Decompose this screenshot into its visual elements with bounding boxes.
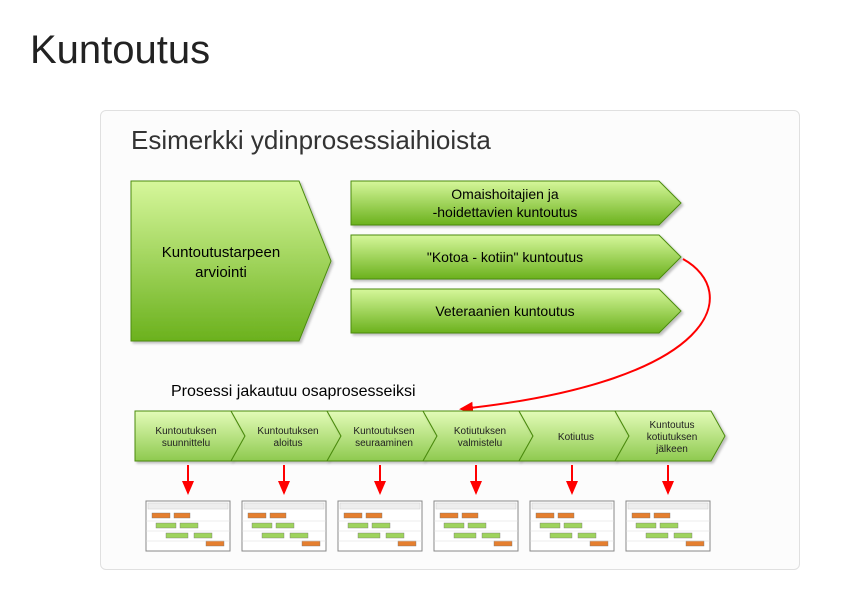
diagram-svg-container: Kuntoutustarpeen arviointi Omaishoitajie…: [101, 171, 801, 571]
subprocess-label-5-line1: kotiutuksen: [647, 432, 698, 443]
subprocess-label-5-line2: jälkeen: [655, 444, 688, 455]
branch-label-0-line2: -hoidettavien kuntoutus: [433, 204, 578, 220]
subprocess-label-0-line0: Kuntoutuksen: [155, 426, 216, 437]
mini-diagram-3: [434, 501, 518, 551]
subprocess-shape-2: Kuntoutuksenseuraaminen: [327, 411, 437, 461]
page-title: Kuntoutus: [0, 0, 847, 73]
subprocess-label-2-line0: Kuntoutuksen: [353, 426, 414, 437]
main-process-label-line2: arviointi: [195, 264, 247, 281]
branch-label-2: Veteraanien kuntoutus: [435, 303, 574, 319]
mini-diagram-2: [338, 501, 422, 551]
branch-shape-1: "Kotoa - kotiin" kuntoutus: [351, 235, 681, 279]
subprocess-shape-4: Kotiutus: [519, 411, 629, 461]
subprocess-shape-0: Kuntoutuksensuunnittelu: [135, 411, 245, 461]
subprocess-label-1-line1: aloitus: [274, 438, 303, 449]
subprocess-shape-5: Kuntoutuskotiutuksenjälkeen: [615, 411, 725, 461]
subprocess-label-2-line1: seuraaminen: [355, 438, 413, 449]
branch-label-0-line1: Omaishoitajien ja: [451, 186, 559, 202]
subprocess-label-3-line0: Kotiutuksen: [454, 426, 506, 437]
subprocess-label-1-line0: Kuntoutuksen: [257, 426, 318, 437]
subprocess-label-0-line1: suunnittelu: [162, 438, 210, 449]
subprocess-section-title: Prosessi jakautuu osaprosesseiksi: [171, 383, 416, 400]
subprocess-label-4-line0: Kotiutus: [558, 432, 594, 443]
subprocess-label-5-line0: Kuntoutus: [649, 420, 694, 431]
subprocess-shape-3: Kotiutuksenvalmistelu: [423, 411, 533, 461]
branch-label-1: "Kotoa - kotiin" kuntoutus: [427, 249, 583, 265]
flow-arrow-to-subprocesses: [461, 259, 710, 409]
subprocess-label-3-line1: valmistelu: [458, 438, 502, 449]
branch-shape-2: Veteraanien kuntoutus: [351, 289, 681, 333]
mini-diagram-1: [242, 501, 326, 551]
subprocess-shape-1: Kuntoutuksenaloitus: [231, 411, 341, 461]
process-diagram: Kuntoutustarpeen arviointi Omaishoitajie…: [101, 171, 801, 571]
mini-diagram-4: [530, 501, 614, 551]
main-process-shape: Kuntoutustarpeen arviointi: [131, 181, 331, 341]
main-process-label-line1: Kuntoutustarpeen: [162, 244, 280, 261]
branch-shape-0: Omaishoitajien ja -hoidettavien kuntoutus: [351, 181, 681, 225]
diagram-panel: Esimerkki ydinprosessiaihioista: [100, 110, 800, 570]
panel-title: Esimerkki ydinprosessiaihioista: [101, 111, 799, 156]
mini-diagram-5: [626, 501, 710, 551]
mini-diagram-0: [146, 501, 230, 551]
